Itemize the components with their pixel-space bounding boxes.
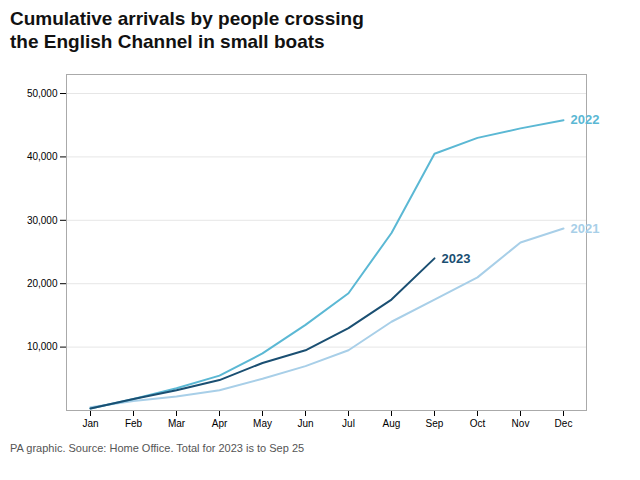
svg-text:Sep: Sep [426,417,444,428]
svg-text:20,000: 20,000 [27,278,58,289]
svg-text:2023: 2023 [442,250,471,265]
svg-text:2022: 2022 [571,112,600,127]
svg-text:Nov: Nov [512,417,530,428]
svg-text:Apr: Apr [212,417,228,428]
svg-text:Jun: Jun [297,417,313,428]
svg-text:Mar: Mar [168,417,186,428]
svg-text:50,000: 50,000 [27,87,58,98]
html-text:Cumulative arrivals by people: Cumulative arrivals by people crossing t… [10,8,364,52]
svg-text:Jul: Jul [342,417,355,428]
svg-text:May: May [253,417,272,428]
svg-text:10,000: 10,000 [27,341,58,352]
svg-text:Feb: Feb [125,417,143,428]
svg-text:2021: 2021 [571,220,600,235]
html-text:PA graphic. Source: Home Offic: PA graphic. Source: Home Office. Total f… [10,441,305,454]
svg-text:40,000: 40,000 [27,151,58,162]
svg-text:Dec: Dec [555,417,573,428]
svg-text:Aug: Aug [383,417,401,428]
svg-text:30,000: 30,000 [27,214,58,225]
svg-text:Oct: Oct [470,417,486,428]
svg-text:Jan: Jan [82,417,98,428]
